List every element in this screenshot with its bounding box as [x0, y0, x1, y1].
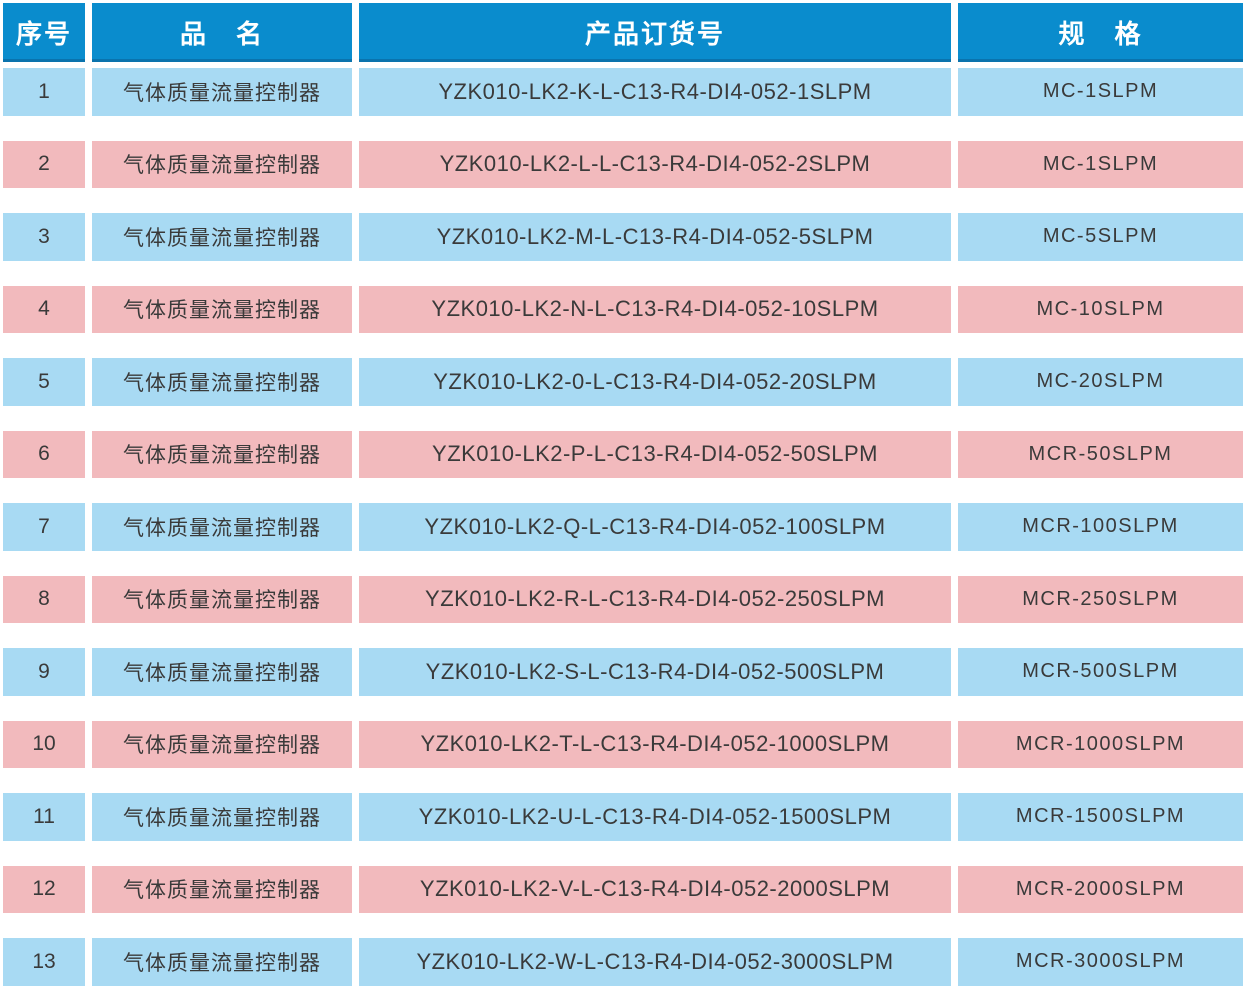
serial-cell: 10	[3, 720, 85, 768]
spec-cell: MC-1SLPM	[958, 68, 1243, 116]
serial-cell: 3	[3, 213, 85, 261]
table-row: 10 气体质量流量控制器 YZK010-LK2-T-L-C13-R4-DI4-0…	[3, 720, 1243, 768]
product-name-cell: 气体质量流量控制器	[92, 720, 352, 768]
serial-cell: 12	[3, 865, 85, 913]
order-number-cell: YZK010-LK2-0-L-C13-R4-DI4-052-20SLPM	[359, 358, 951, 406]
table-row: 6 气体质量流量控制器 YZK010-LK2-P-L-C13-R4-DI4-05…	[3, 430, 1243, 478]
table-row: 13 气体质量流量控制器 YZK010-LK2-W-L-C13-R4-DI4-0…	[3, 938, 1243, 986]
table-row: 8 气体质量流量控制器 YZK010-LK2-R-L-C13-R4-DI4-05…	[3, 575, 1243, 623]
table-row: 11 气体质量流量控制器 YZK010-LK2-U-L-C13-R4-DI4-0…	[3, 793, 1243, 841]
spec-cell: MCR-500SLPM	[958, 648, 1243, 696]
serial-cell: 11	[3, 793, 85, 841]
header-serial-number: 序号	[3, 3, 85, 62]
product-name-cell: 气体质量流量控制器	[92, 503, 352, 551]
spec-cell: MCR-2000SLPM	[958, 865, 1243, 913]
spec-cell: MCR-3000SLPM	[958, 938, 1243, 986]
product-name-cell: 气体质量流量控制器	[92, 575, 352, 623]
spec-cell: MC-20SLPM	[958, 358, 1243, 406]
serial-cell: 4	[3, 285, 85, 333]
header-specification: 规 格	[958, 3, 1243, 62]
product-name-cell: 气体质量流量控制器	[92, 865, 352, 913]
spec-cell: MCR-1500SLPM	[958, 793, 1243, 841]
spec-cell: MCR-100SLPM	[958, 503, 1243, 551]
spec-cell: MC-1SLPM	[958, 140, 1243, 188]
order-number-cell: YZK010-LK2-T-L-C13-R4-DI4-052-1000SLPM	[359, 720, 951, 768]
product-name-cell: 气体质量流量控制器	[92, 68, 352, 116]
header-product-name: 品 名	[92, 3, 352, 62]
serial-cell: 5	[3, 358, 85, 406]
table-row: 3 气体质量流量控制器 YZK010-LK2-M-L-C13-R4-DI4-05…	[3, 213, 1243, 261]
table-row: 4 气体质量流量控制器 YZK010-LK2-N-L-C13-R4-DI4-05…	[3, 285, 1243, 333]
spec-cell: MCR-50SLPM	[958, 430, 1243, 478]
serial-cell: 2	[3, 140, 85, 188]
table-row: 7 气体质量流量控制器 YZK010-LK2-Q-L-C13-R4-DI4-05…	[3, 503, 1243, 551]
spec-cell: MCR-250SLPM	[958, 575, 1243, 623]
order-number-cell: YZK010-LK2-Q-L-C13-R4-DI4-052-100SLPM	[359, 503, 951, 551]
serial-cell: 7	[3, 503, 85, 551]
order-number-cell: YZK010-LK2-K-L-C13-R4-DI4-052-1SLPM	[359, 68, 951, 116]
table-row: 2 气体质量流量控制器 YZK010-LK2-L-L-C13-R4-DI4-05…	[3, 140, 1243, 188]
order-number-cell: YZK010-LK2-M-L-C13-R4-DI4-052-5SLPM	[359, 213, 951, 261]
product-name-cell: 气体质量流量控制器	[92, 213, 352, 261]
spec-cell: MC-10SLPM	[958, 285, 1243, 333]
product-name-cell: 气体质量流量控制器	[92, 285, 352, 333]
order-number-cell: YZK010-LK2-V-L-C13-R4-DI4-052-2000SLPM	[359, 865, 951, 913]
product-name-cell: 气体质量流量控制器	[92, 648, 352, 696]
order-number-cell: YZK010-LK2-W-L-C13-R4-DI4-052-3000SLPM	[359, 938, 951, 986]
order-number-cell: YZK010-LK2-L-L-C13-R4-DI4-052-2SLPM	[359, 140, 951, 188]
order-number-cell: YZK010-LK2-N-L-C13-R4-DI4-052-10SLPM	[359, 285, 951, 333]
product-name-cell: 气体质量流量控制器	[92, 938, 352, 986]
product-name-cell: 气体质量流量控制器	[92, 358, 352, 406]
product-name-cell: 气体质量流量控制器	[92, 430, 352, 478]
product-name-cell: 气体质量流量控制器	[92, 793, 352, 841]
table-row: 1 气体质量流量控制器 YZK010-LK2-K-L-C13-R4-DI4-05…	[3, 68, 1243, 116]
table-row: 12 气体质量流量控制器 YZK010-LK2-V-L-C13-R4-DI4-0…	[3, 865, 1243, 913]
table-row: 9 气体质量流量控制器 YZK010-LK2-S-L-C13-R4-DI4-05…	[3, 648, 1243, 696]
table-row: 5 气体质量流量控制器 YZK010-LK2-0-L-C13-R4-DI4-05…	[3, 358, 1243, 406]
serial-cell: 6	[3, 430, 85, 478]
spec-cell: MC-5SLPM	[958, 213, 1243, 261]
order-number-cell: YZK010-LK2-R-L-C13-R4-DI4-052-250SLPM	[359, 575, 951, 623]
serial-cell: 9	[3, 648, 85, 696]
serial-cell: 1	[3, 68, 85, 116]
order-number-cell: YZK010-LK2-P-L-C13-R4-DI4-052-50SLPM	[359, 430, 951, 478]
spec-cell: MCR-1000SLPM	[958, 720, 1243, 768]
header-order-number: 产品订货号	[359, 3, 951, 62]
order-number-cell: YZK010-LK2-S-L-C13-R4-DI4-052-500SLPM	[359, 648, 951, 696]
product-name-cell: 气体质量流量控制器	[92, 140, 352, 188]
table-header-row: 序号 品 名 产品订货号 规 格	[3, 3, 1243, 62]
serial-cell: 8	[3, 575, 85, 623]
serial-cell: 13	[3, 938, 85, 986]
order-number-cell: YZK010-LK2-U-L-C13-R4-DI4-052-1500SLPM	[359, 793, 951, 841]
